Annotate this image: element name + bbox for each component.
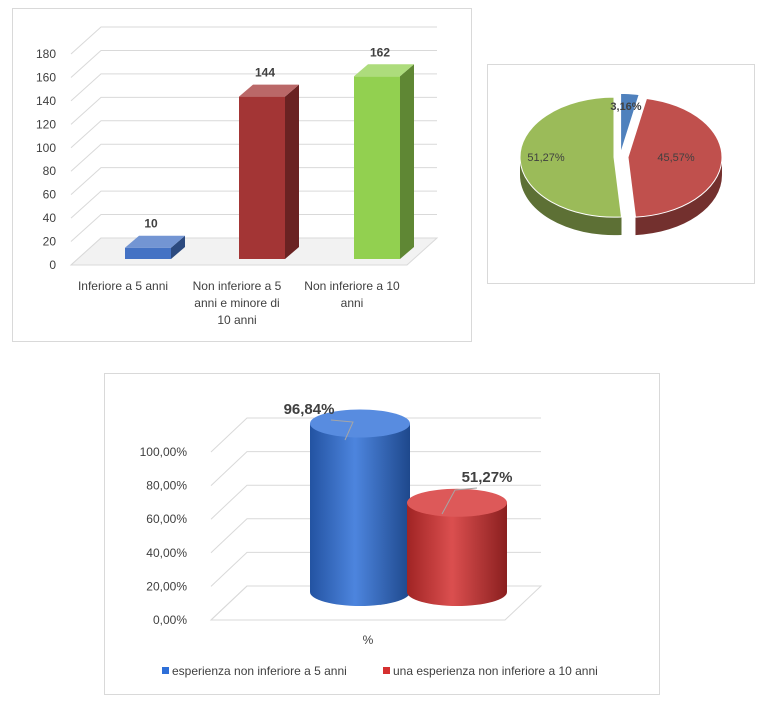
x-tick-label: Inferiore a 5 anni xyxy=(78,279,168,293)
chart-floor xyxy=(209,585,543,621)
bar-side xyxy=(400,64,414,259)
leader-line xyxy=(441,487,478,515)
cylinder-chart-panel: 0,00% 20,00% 40,00% 60,00% 80,00% 100,00% 96,8… xyxy=(104,373,660,695)
cylinder-top xyxy=(310,409,410,438)
y-tick-label: 100 xyxy=(36,141,56,155)
y-tick-label: 0,00% xyxy=(153,613,187,627)
bar-side xyxy=(171,235,185,259)
x-tick-label: anni e minore di xyxy=(194,296,279,310)
y-tick-label: 0 xyxy=(49,258,56,272)
data-label: 10 xyxy=(144,217,158,231)
y-tick-label: 20 xyxy=(43,235,57,249)
pie-data-label: 51,27% xyxy=(527,152,565,164)
bar-top xyxy=(239,84,299,97)
x-tick-label: 10 anni xyxy=(217,313,256,327)
pie-slice xyxy=(519,96,623,218)
data-label: 51,27% xyxy=(462,469,513,486)
y-tick-label: 60,00% xyxy=(146,512,187,526)
bar-side xyxy=(285,84,299,259)
gridline xyxy=(70,96,437,125)
gridline xyxy=(210,417,541,453)
y-tick-label: 20,00% xyxy=(146,579,187,593)
y-tick-label: 80,00% xyxy=(146,479,187,493)
pie-slice-side xyxy=(520,157,622,236)
data-label: 162 xyxy=(370,45,390,59)
pie-slice xyxy=(620,92,640,154)
pie-data-label: 45,57% xyxy=(657,152,695,164)
bar xyxy=(239,96,285,259)
y-tick-label: 140 xyxy=(36,94,56,108)
gridline xyxy=(70,214,437,242)
data-label: 144 xyxy=(255,66,275,80)
legend-swatch xyxy=(162,667,169,674)
y-tick-label: 100,00% xyxy=(140,445,188,459)
pie-chart-panel: 3,16% 45,57% 51,27% xyxy=(487,64,755,284)
gridline xyxy=(70,26,437,55)
y-tick-label: 60 xyxy=(43,188,57,202)
cylinder-bar xyxy=(407,502,507,606)
gridline xyxy=(70,49,437,78)
gridline xyxy=(70,143,437,172)
x-tick-label: Non inferiore a 5 xyxy=(193,279,282,293)
gridline xyxy=(70,190,437,219)
bar-chart-panel: 0 20 40 60 80 100 120 140 160 180 10 Inferiore a 5 … xyxy=(12,8,472,342)
gridline xyxy=(70,73,437,102)
legend-label: una esperienza non inferiore a 10 anni xyxy=(393,664,598,678)
pie-slice-side xyxy=(635,157,722,236)
pie-chart: 3,16% 45,57% 51,27% xyxy=(519,92,723,236)
x-tick-label: Non inferiore a 10 xyxy=(304,279,400,293)
bar xyxy=(125,247,171,259)
x-tick-label: % xyxy=(363,633,374,647)
x-tick-label: anni xyxy=(341,296,364,310)
gridline xyxy=(70,120,437,149)
gridline xyxy=(70,167,437,196)
gridline xyxy=(210,484,541,520)
bar-top xyxy=(125,235,185,248)
y-tick-label: 40,00% xyxy=(146,546,187,560)
gridline xyxy=(210,451,541,486)
cylinder-top xyxy=(407,488,507,517)
y-tick-label: 120 xyxy=(36,117,56,131)
leader-line xyxy=(330,419,354,441)
legend-swatch xyxy=(383,667,390,674)
y-tick-label: 180 xyxy=(36,47,56,61)
bar xyxy=(354,76,400,259)
bar-top xyxy=(354,64,414,77)
pie-data-label: 3,16% xyxy=(610,101,641,113)
cylinder-chart: 0,00% 20,00% 40,00% 60,00% 80,00% 100,00% 96,8… xyxy=(140,401,598,678)
y-tick-label: 160 xyxy=(36,70,56,84)
bar-chart: 0 20 40 60 80 100 120 140 160 180 10 Inferiore a 5 … xyxy=(36,26,439,327)
y-tick-label: 80 xyxy=(43,164,57,178)
y-tick-label: 40 xyxy=(43,211,57,225)
data-label: 96,84% xyxy=(284,401,335,418)
legend-label: esperienza non inferiore a 5 anni xyxy=(172,664,347,678)
cylinder-bar xyxy=(310,423,410,606)
pie-slice xyxy=(627,97,723,218)
